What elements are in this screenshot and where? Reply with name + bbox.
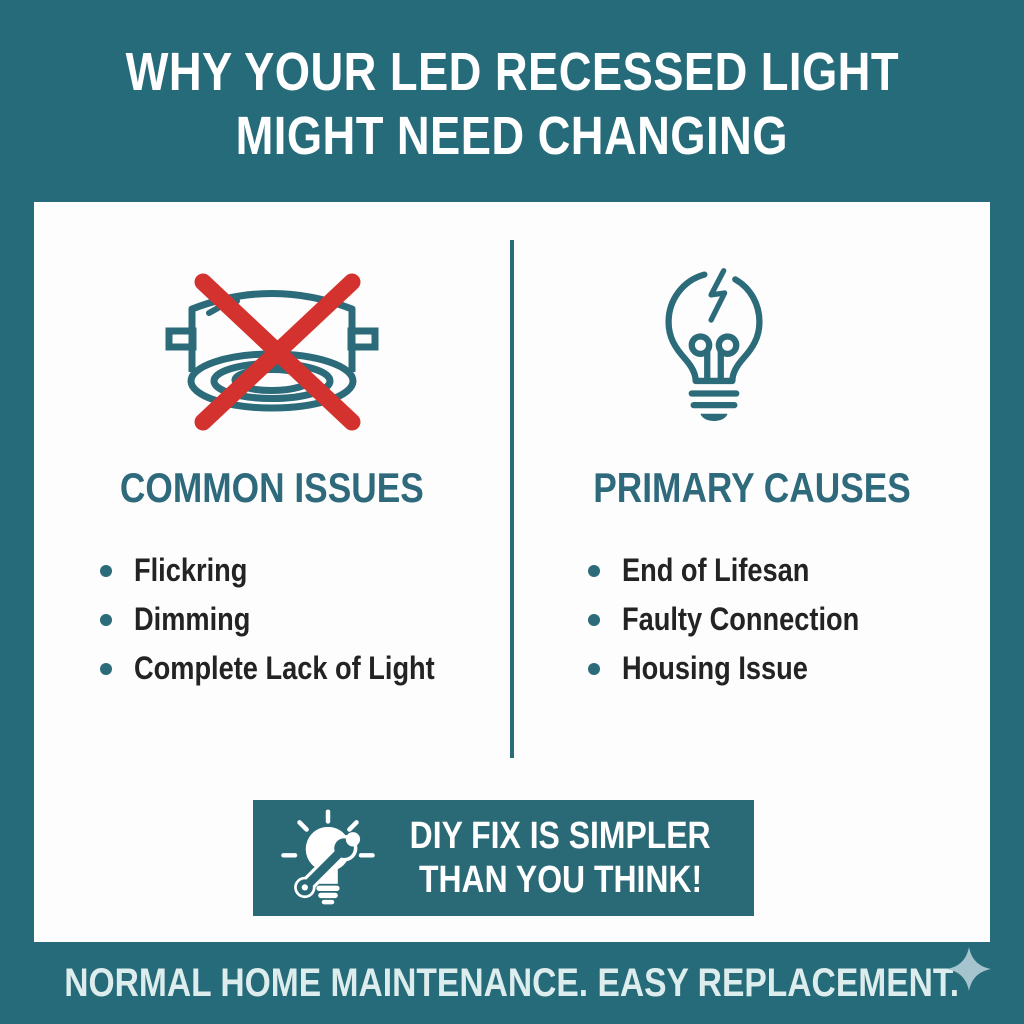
diy-banner: DIY FIX IS SIMPLER THAN YOU THINK! (253, 800, 754, 916)
page-title: WHY YOUR LED RECESSED LIGHT MIGHT NEED C… (0, 40, 1024, 168)
list-item-label: Faulty Connection (622, 601, 860, 637)
bullet-dot (588, 564, 600, 577)
sparkle-icon (946, 946, 992, 992)
list-item-label: Complete Lack of Light (134, 650, 435, 686)
list-item-label: Flickring (134, 552, 248, 588)
list-item: Flickring (100, 546, 488, 595)
diy-banner-text: DIY FIX IS SIMPLER THAN YOU THINK! (377, 814, 754, 902)
common-issues-heading: COMMON ISSUES (120, 464, 424, 511)
page-title-line2: MIGHT NEED CHANGING (235, 106, 789, 166)
list-item-label: Dimming (134, 601, 251, 637)
diy-banner-line2: THAN YOU THINK! (418, 859, 703, 901)
list-item-label: Housing Issue (622, 650, 808, 686)
primary-causes-heading: PRIMARY CAUSES (593, 464, 911, 511)
crossed-out-recessed-light-icon (165, 273, 379, 431)
list-item: End of Lifesan (588, 546, 901, 595)
bullet-dot (588, 662, 600, 675)
list-item: Complete Lack of Light (100, 644, 488, 693)
bullet-dot (100, 564, 112, 577)
bullet-dot (100, 662, 112, 675)
bullet-dot (588, 613, 600, 626)
primary-causes-list: End of Lifesan Faulty Connection Housing… (588, 546, 901, 693)
list-item: Faulty Connection (588, 595, 901, 644)
list-item: Housing Issue (588, 644, 901, 693)
content-card: COMMON ISSUES PRIMARY CAUSES Flickring D… (34, 202, 990, 942)
broken-light-bulb-icon (665, 268, 763, 422)
lightbulb-wrench-icon (281, 809, 375, 905)
column-divider (510, 240, 514, 758)
diy-banner-line1: DIY FIX IS SIMPLER (410, 815, 711, 857)
footer-tagline: NORMAL HOME MAINTENANCE. EASY REPLACEMEN… (64, 960, 960, 1005)
list-item-label: End of Lifesan (622, 552, 810, 588)
common-issues-list: Flickring Dimming Complete Lack of Light (100, 546, 488, 693)
page-title-line1: WHY YOUR LED RECESSED LIGHT (125, 42, 899, 102)
list-item: Dimming (100, 595, 488, 644)
bullet-dot (100, 613, 112, 626)
